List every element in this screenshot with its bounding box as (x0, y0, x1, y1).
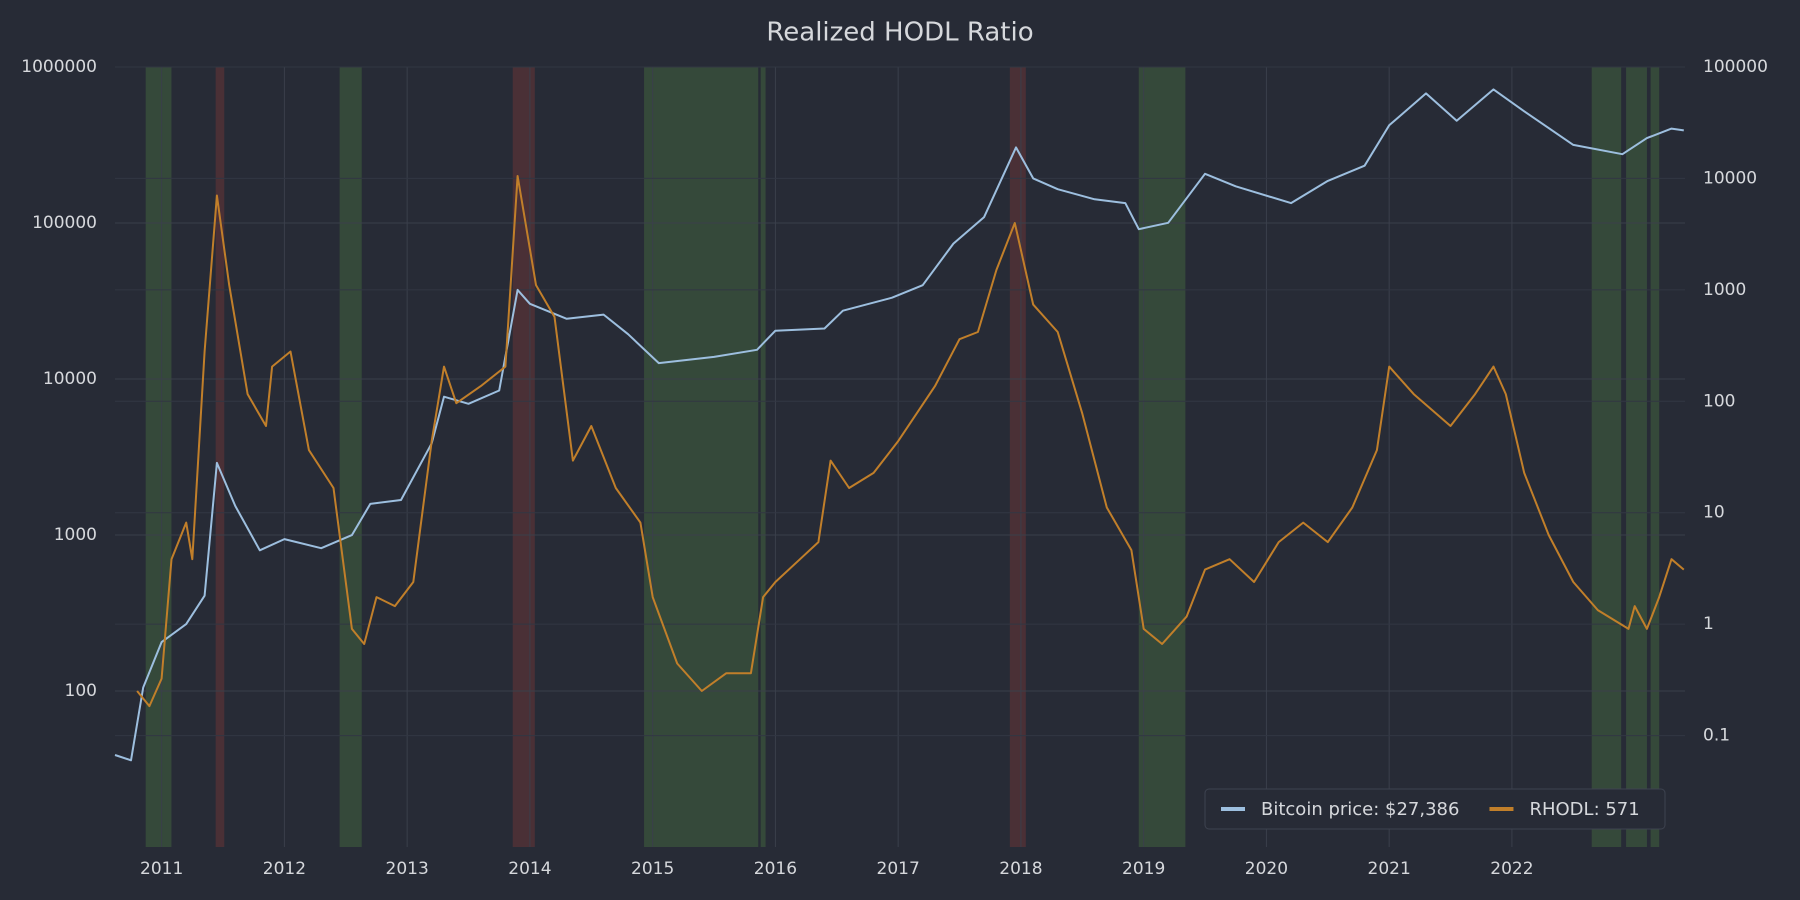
y-tick-label: 100000 (32, 213, 97, 233)
x-tick-label: 2016 (754, 859, 797, 879)
y2-tick-label: 1000 (1703, 280, 1746, 300)
band (1591, 67, 1622, 847)
legend-box (1204, 788, 1666, 830)
band (339, 67, 362, 847)
band (145, 67, 172, 847)
x-tick-label: 2014 (508, 859, 551, 879)
y2-tick-label: 0.1 (1703, 726, 1730, 746)
y2-tick-label: 10 (1703, 503, 1725, 523)
y-tick-label: 100 (65, 681, 97, 701)
x-tick-label: 2018 (999, 859, 1042, 879)
legend-label: Bitcoin price: $27,386 (1261, 799, 1459, 820)
x-tick-label: 2021 (1368, 859, 1411, 879)
series-line (136, 175, 1685, 708)
y2-tick-label: 10000 (1703, 168, 1757, 188)
band (1009, 67, 1026, 847)
x-tick-label: 2013 (386, 859, 429, 879)
band (1650, 67, 1660, 847)
x-tick-label: 2019 (1122, 859, 1165, 879)
y2-tick-label: 1 (1703, 614, 1714, 634)
y2-tick-label: 100000 (1703, 57, 1768, 77)
band (644, 67, 759, 847)
y-tick-label: 10000 (43, 369, 97, 389)
x-tick-label: 2017 (877, 859, 920, 879)
y-tick-label: 1000000 (21, 57, 97, 77)
band (760, 67, 766, 847)
band (1626, 67, 1647, 847)
x-tick-label: 2022 (1490, 859, 1533, 879)
band (1138, 67, 1186, 847)
series-line (114, 88, 1684, 762)
band (512, 67, 535, 847)
legend-label: RHODL: 571 (1529, 799, 1639, 820)
chart-title: Realized HODL Ratio (766, 18, 1033, 48)
x-tick-label: 2020 (1245, 859, 1288, 879)
x-tick-label: 2012 (263, 859, 306, 879)
y-tick-label: 1000 (54, 525, 97, 545)
y2-tick-label: 100 (1703, 391, 1735, 411)
band (215, 67, 225, 847)
x-tick-label: 2015 (631, 859, 674, 879)
x-tick-label: 2011 (140, 859, 183, 879)
